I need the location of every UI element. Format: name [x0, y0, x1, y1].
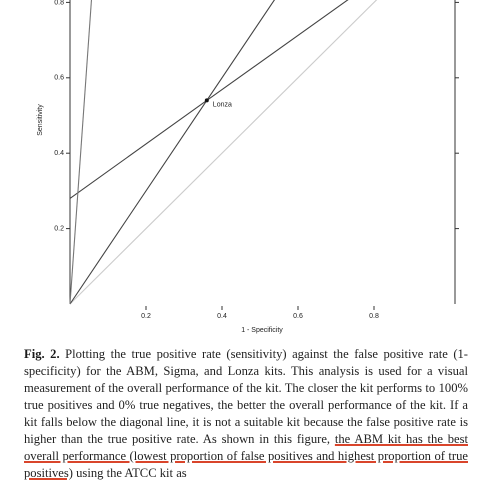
y-tick-label: 0.4: [54, 150, 64, 157]
line: [69, 0, 93, 305]
line: [69, 0, 349, 199]
y-tick-label: 0.8: [54, 0, 64, 6]
caption-text: using the ATCC kit as: [72, 466, 187, 480]
x-axis-label: 1 - Specificity: [241, 327, 283, 334]
x-tick-label: 0.2: [141, 313, 151, 320]
y-tick-label: 0.6: [54, 75, 64, 82]
caption-underlined: the ABM kit has the best overall perform…: [24, 432, 468, 480]
caption-label: Fig. 2.: [24, 347, 60, 361]
caption-text: Plotting the true positive rate (sensiti…: [24, 347, 469, 446]
caption: Fig. 2. Plotting the true positive rate …: [24, 346, 468, 482]
line: [69, 0, 378, 305]
x-tick-label: 0.4: [217, 313, 227, 320]
chart: Sensitivity 1 - Specificity 0.2 0.4 0.6 0.8…: [37, 0, 459, 334]
annotation-point: [204, 98, 209, 103]
x-tick-label: 0.6: [293, 313, 303, 320]
line: [69, 0, 276, 305]
x-tick-label: 0.8: [369, 313, 379, 320]
annotation: Lonza: [213, 101, 232, 108]
y-axis-label: Sensitivity: [37, 104, 44, 136]
y-tick-label: 0.2: [54, 225, 64, 232]
